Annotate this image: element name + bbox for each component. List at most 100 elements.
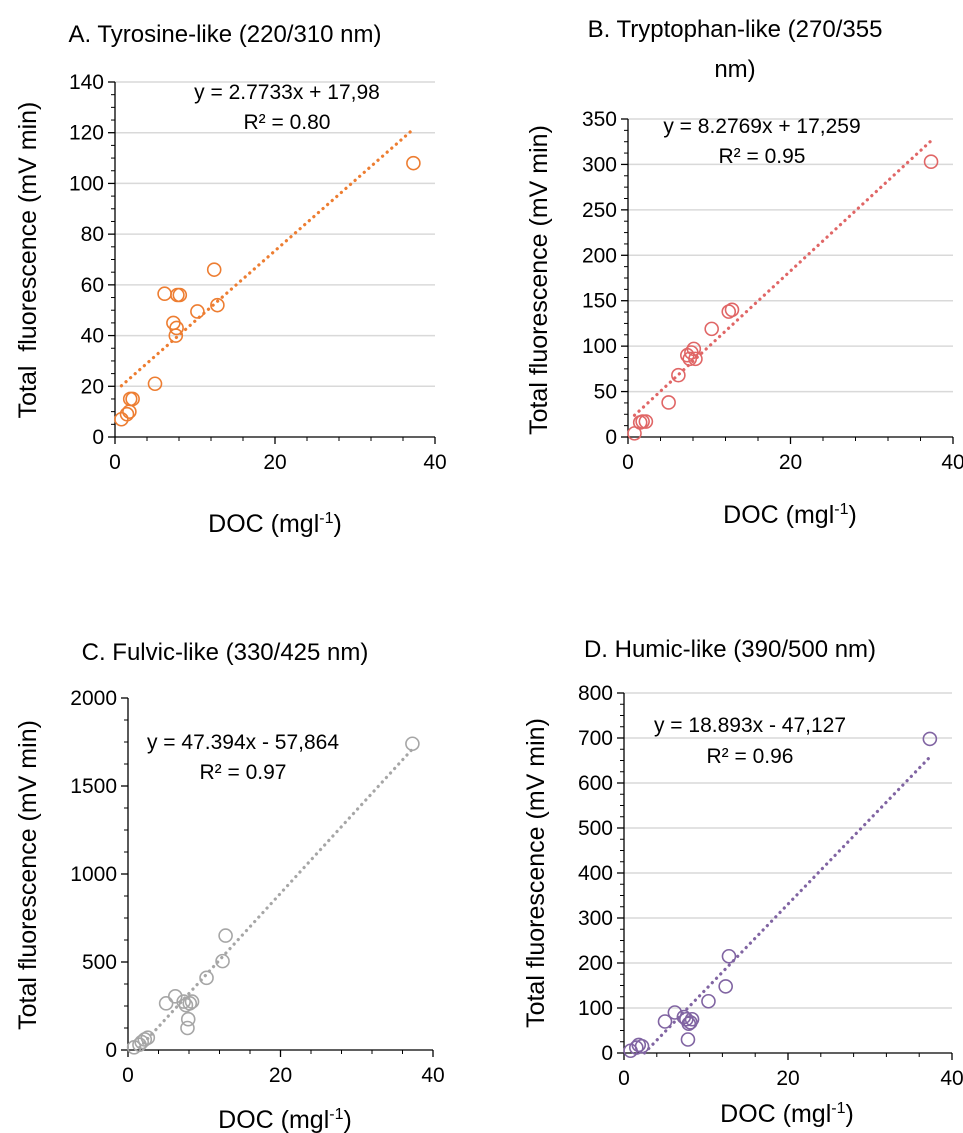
chart-panel-c: C. Fulvic-like (330/425 nm) 0 500 1000 1500 2…: [14, 639, 445, 1133]
trendline: [119, 127, 415, 388]
data-point: [157, 286, 172, 302]
data-point: [701, 993, 716, 1009]
data-point: [922, 731, 938, 747]
trendline-equation: y = 47.394x - 57,864: [147, 731, 339, 754]
y-axis-label: Total fluorescence (mV min): [522, 718, 550, 1028]
trendline-equation: y = 8.2769x + 17,259: [663, 115, 860, 138]
y-tick-label: 300: [582, 153, 617, 176]
data-point: [405, 736, 420, 752]
x-tick-label: 40: [421, 1064, 444, 1087]
x-axis-label-superscript: -1: [319, 510, 333, 527]
x-axis-label-superscript: -1: [831, 1100, 845, 1117]
x-tick-label: 0: [122, 1064, 134, 1087]
y-tick-label: 2000: [70, 687, 117, 710]
data-point: [176, 994, 191, 1009]
y-axis-label: Total fluorescence (mV min): [14, 102, 42, 419]
x-tick-label: 0: [618, 1067, 630, 1090]
y-tick-label: 1500: [70, 775, 117, 798]
data-point: [182, 996, 198, 1011]
y-tick-label: 80: [81, 223, 104, 246]
data-point: [218, 928, 233, 943]
y-tick-label: 500: [82, 951, 117, 974]
y-tick-label: 700: [578, 727, 613, 750]
data-point: [206, 262, 222, 277]
data-point: [704, 321, 719, 337]
chart-title: C. Fulvic-like (330/425 nm): [82, 639, 369, 666]
chart-title: A. Tyrosine-like (220/310 nm): [68, 21, 381, 48]
y-axis-label: Total fluorescence (mV min): [525, 125, 553, 435]
y-tick-label: 200: [578, 952, 613, 975]
x-axis-label-base: DOC (mgl: [723, 501, 834, 529]
x-tick-label: 40: [940, 1067, 963, 1090]
data-point: [718, 979, 733, 994]
x-axis-label-base: DOC (mgl: [720, 1100, 831, 1128]
data-point: [169, 320, 184, 336]
data-point: [210, 297, 225, 313]
x-tick-label: 20: [776, 1067, 799, 1090]
y-tick-label: 50: [594, 381, 617, 404]
x-axis-label-superscript: -1: [834, 501, 848, 518]
r-squared-label: R² = 0.80: [244, 111, 331, 134]
data-point: [125, 391, 140, 407]
x-tick-label: 40: [423, 451, 446, 474]
x-axis-label: DOC (mgl-1): [208, 510, 342, 538]
data-point: [190, 304, 205, 319]
y-tick-label: 40: [81, 325, 104, 348]
x-tick-label: 0: [109, 451, 121, 474]
data-point: [119, 406, 135, 422]
y-tick-label: 150: [582, 290, 617, 313]
chart-title: nm): [714, 56, 755, 83]
y-tick-label: 350: [582, 108, 617, 131]
x-axis-label: DOC (mgl-1): [218, 1106, 352, 1133]
x-tick-label: 20: [779, 451, 802, 474]
x-axis-label-superscript: -1: [329, 1106, 343, 1123]
data-point: [122, 404, 137, 419]
y-tick-label: 60: [81, 274, 104, 297]
data-point: [721, 948, 737, 964]
x-axis-label-close: ): [846, 1100, 854, 1128]
data-point: [184, 994, 200, 1009]
y-tick-label: 120: [69, 122, 104, 145]
chart-title: D. Humic-like (390/500 nm): [584, 636, 876, 663]
data-point: [114, 411, 129, 427]
data-point: [684, 1011, 700, 1027]
data-point: [923, 154, 939, 170]
data-point: [147, 376, 163, 392]
y-tick-label: 20: [81, 375, 104, 398]
x-axis-label-close: ): [344, 1106, 352, 1133]
y-tick-label: 0: [605, 426, 617, 449]
x-axis-label: DOC (mgl-1): [720, 1100, 854, 1128]
data-point: [671, 367, 686, 383]
data-point: [688, 351, 703, 367]
x-axis-label: DOC (mgl-1): [723, 501, 857, 529]
data-point: [199, 970, 214, 986]
y-tick-label: 140: [69, 71, 104, 94]
x-axis-label-close: ): [334, 510, 342, 538]
data-point: [724, 302, 740, 318]
y-tick-label: 500: [578, 817, 613, 840]
y-axis-label: Total fluorescence (mV min): [14, 720, 42, 1030]
data-point: [158, 996, 174, 1011]
data-point: [638, 414, 654, 429]
x-axis-label-close: ): [849, 501, 857, 529]
y-tick-label: 0: [601, 1042, 613, 1065]
trendline: [632, 139, 933, 417]
y-tick-label: 100: [69, 172, 104, 195]
y-tick-label: 300: [578, 907, 613, 930]
y-tick-label: 400: [578, 862, 613, 885]
y-tick-label: 0: [105, 1039, 117, 1062]
data-point: [168, 328, 184, 343]
r-squared-label: R² = 0.95: [719, 145, 806, 168]
chart-panel-d: D. Humic-like (390/500 nm)01002003004005…: [522, 636, 963, 1128]
x-tick-label: 40: [941, 451, 963, 474]
y-tick-label: 0: [92, 426, 104, 449]
data-point: [167, 989, 183, 1004]
data-point: [686, 341, 702, 357]
data-point: [681, 1016, 697, 1032]
r-squared-label: R² = 0.96: [707, 745, 794, 768]
x-tick-label: 20: [263, 451, 286, 474]
y-tick-label: 200: [582, 244, 617, 267]
data-point: [634, 1038, 650, 1054]
x-axis-label-base: DOC (mgl: [218, 1106, 329, 1133]
chart-panel-b: B. Tryptophan-like (270/355 nm) 0 50 100 150 2…: [525, 16, 963, 529]
